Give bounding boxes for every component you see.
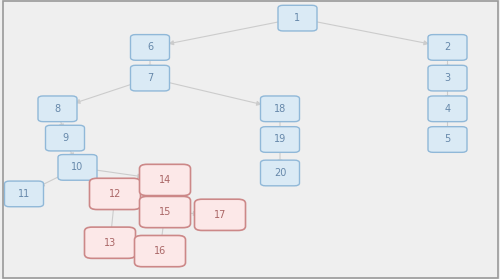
FancyBboxPatch shape — [428, 65, 467, 91]
FancyBboxPatch shape — [130, 65, 170, 91]
FancyBboxPatch shape — [428, 35, 467, 60]
FancyBboxPatch shape — [260, 96, 300, 122]
FancyBboxPatch shape — [140, 164, 190, 196]
Text: 10: 10 — [72, 162, 84, 172]
Text: 16: 16 — [154, 246, 166, 256]
FancyBboxPatch shape — [46, 125, 84, 151]
Text: 9: 9 — [62, 133, 68, 143]
FancyBboxPatch shape — [278, 5, 317, 31]
Text: 3: 3 — [444, 73, 450, 83]
Text: 8: 8 — [54, 104, 60, 114]
Text: 11: 11 — [18, 189, 30, 199]
Text: 14: 14 — [159, 175, 171, 185]
FancyBboxPatch shape — [130, 35, 170, 60]
FancyBboxPatch shape — [84, 227, 136, 258]
FancyBboxPatch shape — [4, 181, 44, 207]
FancyBboxPatch shape — [260, 127, 300, 152]
FancyBboxPatch shape — [260, 160, 300, 186]
Text: 6: 6 — [147, 42, 153, 52]
FancyBboxPatch shape — [428, 96, 467, 122]
Text: 19: 19 — [274, 134, 286, 145]
Text: 7: 7 — [147, 73, 153, 83]
FancyBboxPatch shape — [140, 196, 190, 228]
Text: 12: 12 — [109, 189, 121, 199]
Text: 1: 1 — [294, 13, 300, 23]
Text: 2: 2 — [444, 42, 450, 52]
Text: 4: 4 — [444, 104, 450, 114]
Text: 13: 13 — [104, 238, 116, 248]
FancyBboxPatch shape — [428, 127, 467, 152]
Text: 15: 15 — [159, 207, 171, 217]
FancyBboxPatch shape — [38, 96, 77, 122]
FancyBboxPatch shape — [194, 199, 246, 230]
Text: 17: 17 — [214, 210, 226, 220]
FancyBboxPatch shape — [134, 235, 186, 267]
FancyBboxPatch shape — [90, 178, 140, 210]
Text: 20: 20 — [274, 168, 286, 178]
FancyBboxPatch shape — [58, 155, 97, 180]
Text: 18: 18 — [274, 104, 286, 114]
Text: 5: 5 — [444, 134, 450, 145]
